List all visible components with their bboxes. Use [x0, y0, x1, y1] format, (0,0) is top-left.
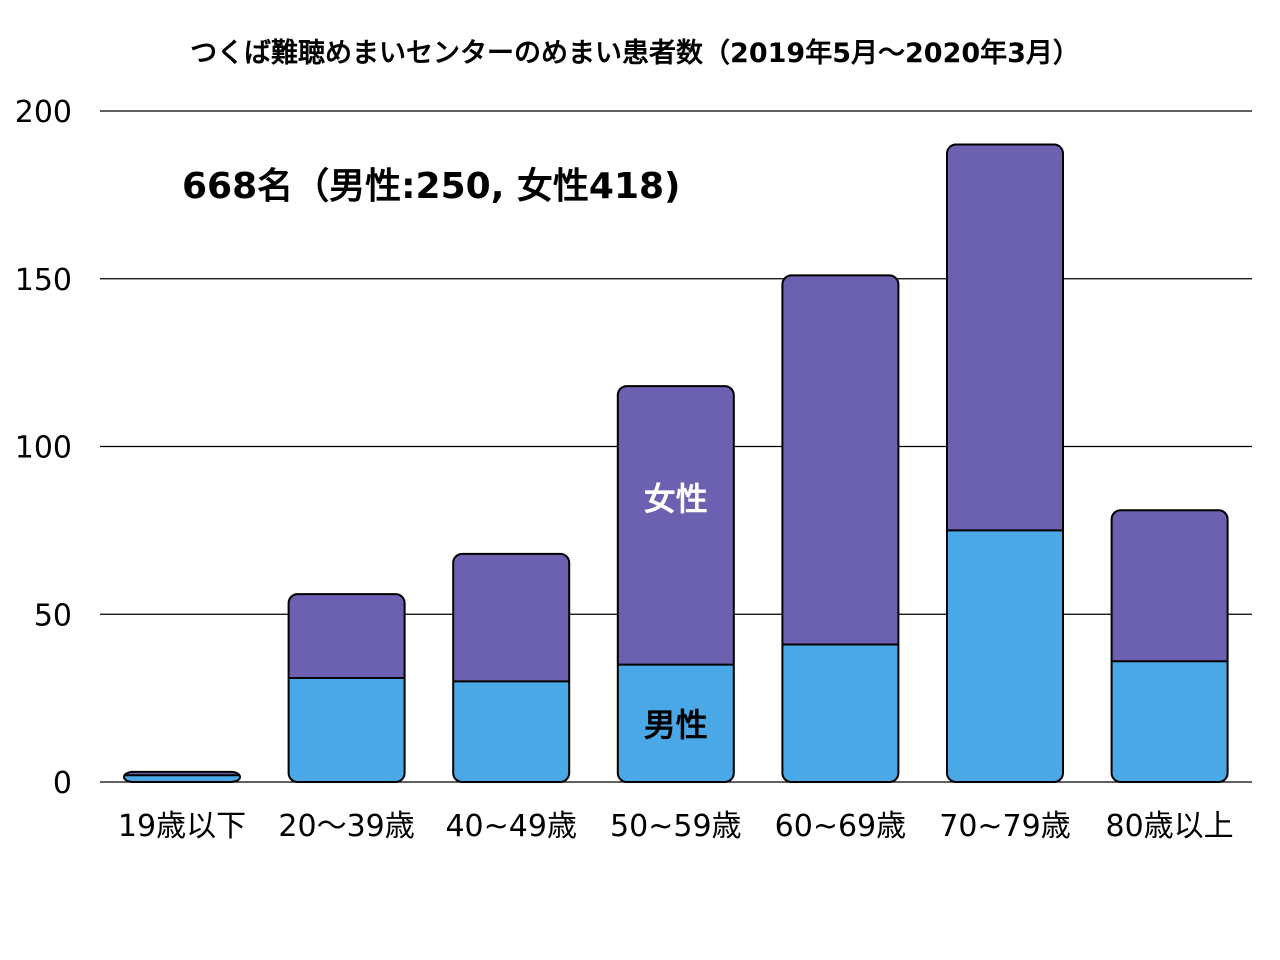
bar-stack [616, 385, 735, 783]
bar-outline [123, 770, 241, 783]
bar-female [617, 386, 734, 665]
bar-stack [781, 274, 900, 783]
bar-male [782, 644, 899, 782]
bar-female [124, 771, 240, 776]
x-tick-label: 70~79歳 [939, 809, 1070, 844]
bar-female [288, 594, 405, 678]
bar-male [124, 775, 240, 782]
bar-stack [1110, 509, 1229, 783]
chart-title: つくば難聴めまいセンターのめまい患者数（2019年5月〜2020年3月） [190, 37, 1080, 69]
bar-outline [781, 274, 900, 783]
bar-female [782, 275, 899, 645]
x-tick-label: 40~49歳 [445, 809, 576, 844]
bar-stack [287, 593, 406, 783]
bar-outline [946, 143, 1064, 784]
x-tick-label: 20〜39歳 [278, 809, 414, 844]
y-tick-label: 150 [15, 263, 72, 298]
y-tick-label: 50 [34, 598, 72, 633]
bar-female [1111, 510, 1228, 662]
bar-male [1111, 661, 1228, 782]
y-tick-label: 200 [15, 95, 72, 130]
y-tick-label: 100 [15, 431, 72, 466]
x-axis-ticks: 19歳以下 20〜39歳 40~49歳 50~59歳 60~69歳 70~79歳 80歳以上 [118, 809, 1234, 844]
bar-male [453, 681, 570, 782]
x-tick-label: 80歳以上 [1106, 809, 1234, 844]
series-label-male: 男性 [644, 706, 708, 744]
bar-male [617, 664, 734, 782]
bar-outline [287, 593, 406, 783]
bar-stack [123, 770, 241, 783]
bar-female [453, 553, 570, 682]
x-tick-label: 19歳以下 [118, 809, 246, 844]
x-tick-label: 60~69歳 [775, 809, 906, 844]
bar-male [288, 677, 405, 782]
y-axis-ticks: 0 50 100 150 200 [15, 95, 72, 801]
bar-outline [452, 552, 571, 783]
bar-female [947, 144, 1063, 531]
series-label-female: 女性 [644, 480, 708, 518]
total-annotation: 668名（男性:250, 女性418) [182, 166, 681, 207]
x-tick-label: 50~59歳 [610, 809, 741, 844]
bar-male [947, 530, 1063, 782]
bar-outline [616, 385, 735, 783]
y-tick-label: 0 [53, 766, 72, 801]
bar-stack [452, 552, 571, 783]
bar-outline [1110, 509, 1229, 783]
bar-stack [946, 143, 1064, 784]
bars [123, 143, 1229, 784]
